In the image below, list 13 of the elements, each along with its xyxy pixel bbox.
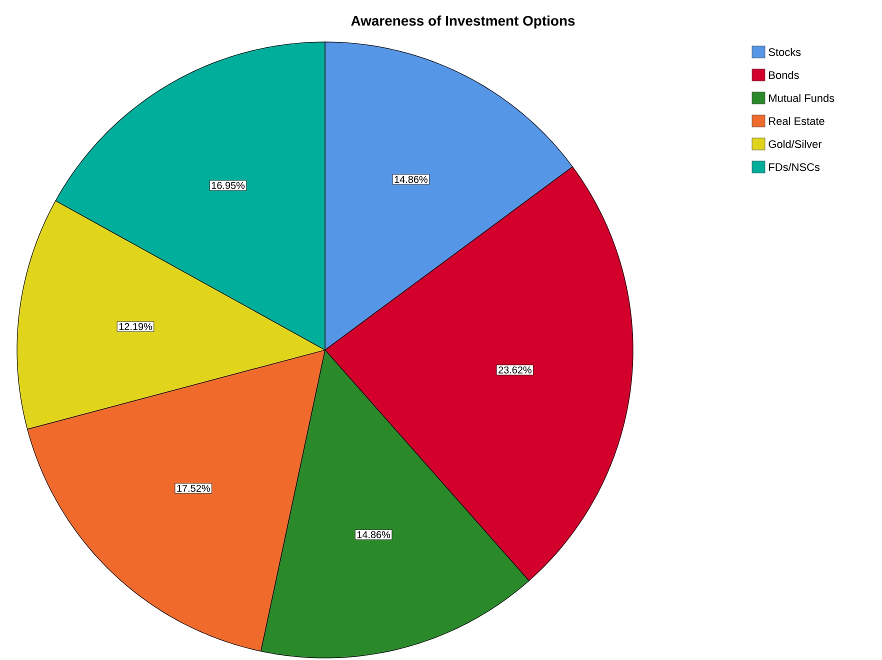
legend-label: FDs/NSCs	[769, 162, 820, 172]
legend-label: Stocks	[768, 48, 801, 56]
legend-label: Bonds	[769, 70, 799, 80]
legend-label: Real Estate	[769, 116, 824, 126]
data-label: 23.62%	[498, 366, 532, 374]
legend-label: Mutual Funds	[769, 94, 834, 102]
data-label: 14.86%	[394, 176, 428, 183]
data-label: 12.19%	[119, 323, 152, 330]
data-label: 17.52%	[177, 484, 210, 492]
chart-title: Awareness of Investment Options	[351, 15, 575, 28]
data-label: 14.86%	[357, 531, 390, 538]
data-label: 16.95%	[212, 182, 245, 189]
legend-label: Gold/Silver	[768, 140, 822, 148]
